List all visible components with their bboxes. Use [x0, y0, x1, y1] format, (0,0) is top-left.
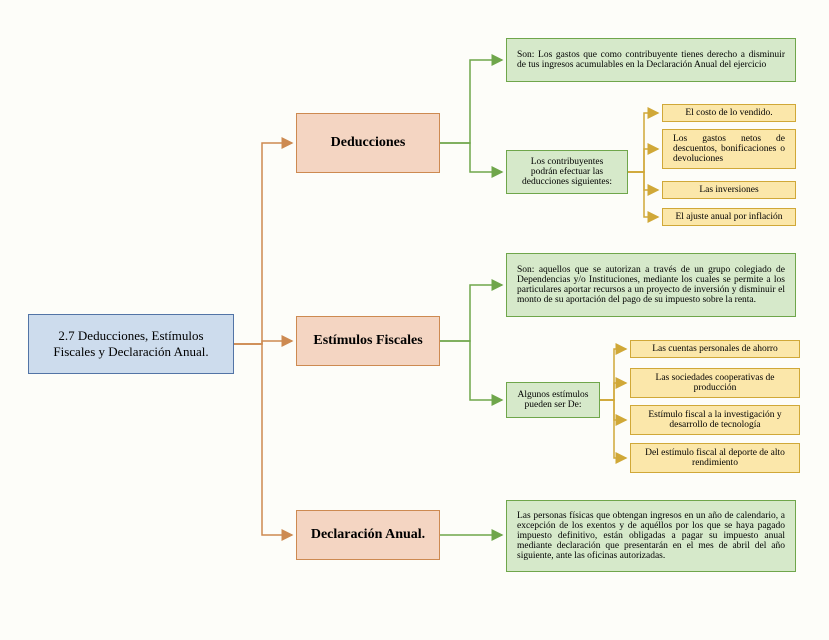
deducciones-item-1: Los gastos netos de descuentos, bonifica… — [662, 129, 796, 169]
estimulos-item-3: Del estímulo fiscal al deporte de alto r… — [630, 443, 800, 473]
estimulos-def: Son: aquellos que se autorizan a través … — [506, 253, 796, 317]
deducciones-item-0: El costo de lo vendido. — [662, 104, 796, 122]
estimulos-item-2: Estímulo fiscal a la investigación y des… — [630, 405, 800, 435]
deducciones-item-2: Las inversiones — [662, 181, 796, 199]
root-node: 2.7 Deducciones, Estímulos Fiscales y De… — [28, 314, 234, 374]
deducciones-item-3: El ajuste anual por inflación — [662, 208, 796, 226]
estimulos-item-0: Las cuentas personales de ahorro — [630, 340, 800, 358]
node-estimulos: Estímulos Fiscales — [296, 316, 440, 366]
estimulos-item-1: Las sociedades cooperativas de producció… — [630, 368, 800, 398]
node-declaracion: Declaración Anual. — [296, 510, 440, 560]
node-deducciones: Deducciones — [296, 113, 440, 173]
deducciones-sub: Los contribuyentes podrán efectuar las d… — [506, 150, 628, 194]
deducciones-def: Son: Los gastos que como contribuyente t… — [506, 38, 796, 82]
declaracion-def: Las personas físicas que obtengan ingres… — [506, 500, 796, 572]
estimulos-sub: Algunos estímulos pueden ser De: — [506, 382, 600, 418]
